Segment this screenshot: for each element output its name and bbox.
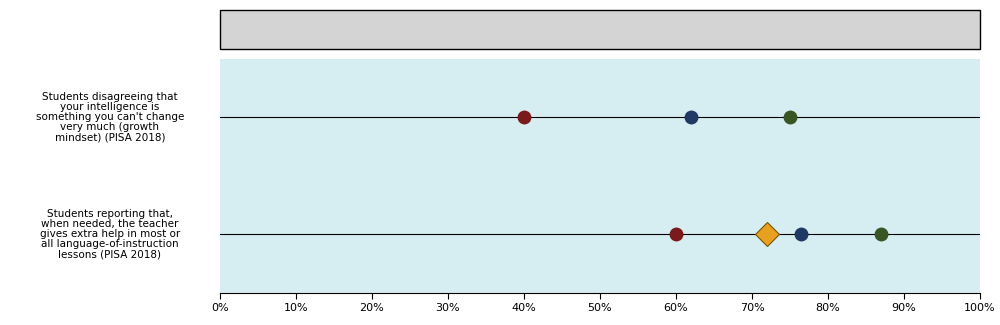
Text: lessons (PISA 2018): lessons (PISA 2018) xyxy=(58,249,162,259)
Title: Learner: Learner xyxy=(561,33,639,51)
Text: very much (growth: very much (growth xyxy=(60,122,160,132)
Text: Minimum OECD: Minimum OECD xyxy=(820,25,913,38)
Text: Students disagreeing that: Students disagreeing that xyxy=(42,92,178,102)
Text: mindset) (PISA 2018): mindset) (PISA 2018) xyxy=(55,132,165,142)
Text: something you can't change: something you can't change xyxy=(36,112,184,122)
Text: Norway: Norway xyxy=(281,25,326,38)
Text: your intelligence is: your intelligence is xyxy=(60,102,160,112)
Text: OECD average: OECD average xyxy=(456,25,542,38)
Text: when needed, the teacher: when needed, the teacher xyxy=(41,219,179,229)
Text: gives extra help in most or: gives extra help in most or xyxy=(40,229,180,239)
Text: all language-of-instruction: all language-of-instruction xyxy=(41,239,179,249)
Text: Maximum OECD: Maximum OECD xyxy=(646,25,742,38)
Text: Students reporting that,: Students reporting that, xyxy=(47,209,173,219)
